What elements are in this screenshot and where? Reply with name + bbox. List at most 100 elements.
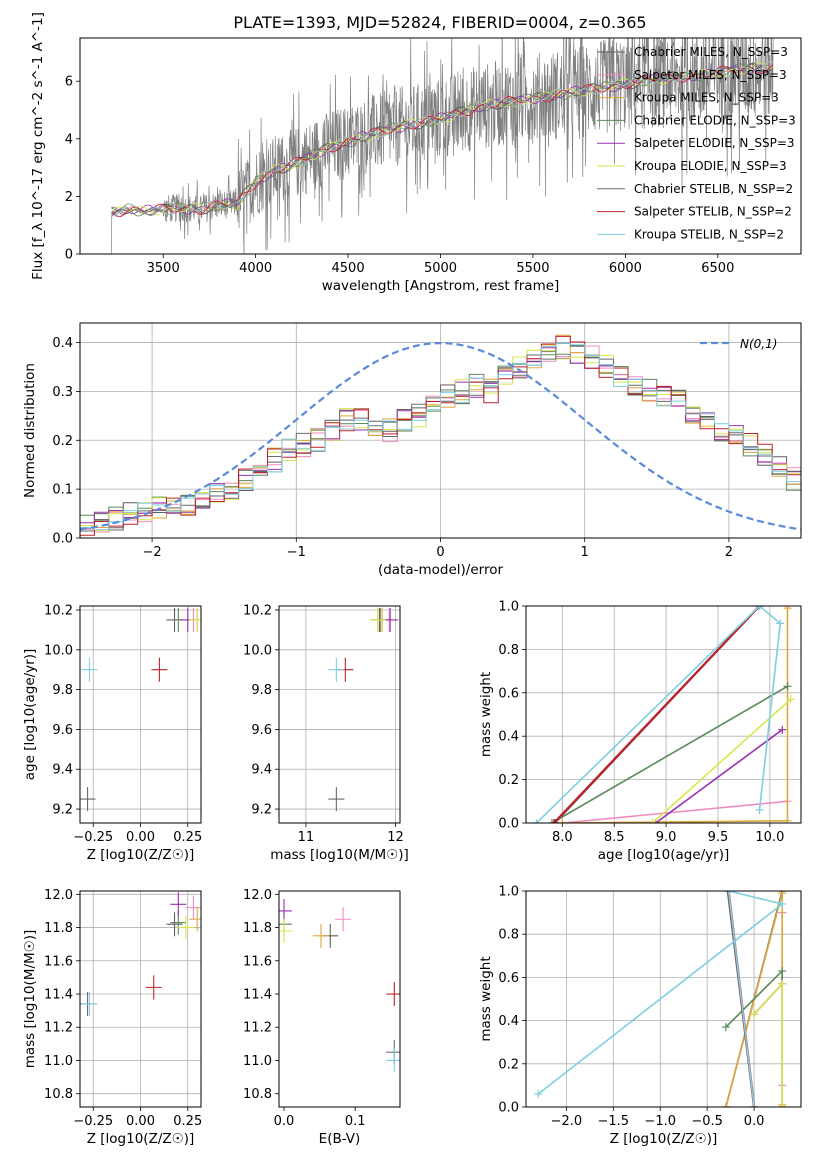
x-tick-label: −0.25 (73, 1114, 113, 1129)
panel-age_vs_mass: 11 12 9.2 9.4 9.6 9.8 10.0 10.2 mass [log10(M/M☉… (243, 603, 409, 863)
y-tick-label: 4 (65, 132, 73, 147)
legend-entry: Chabrier MILES, N_SSP=3 (634, 45, 788, 59)
histogram-series (80, 334, 801, 532)
legend-entry: Salpeter ELODIE, N_SSP=3 (634, 136, 795, 150)
y-axis-label: Flux [f_λ 10^-17 erg cm^-2 s^-1 A^-1] (30, 12, 46, 280)
y-axis-label: mass [log10(M/M☉)] (22, 930, 38, 1069)
x-tick-label: −1 (287, 545, 306, 560)
y-tick-label: 0.2 (52, 434, 73, 449)
legend-entry: Salpeter STELIB, N_SSP=2 (634, 205, 792, 219)
x-tick-label: −1.5 (597, 1114, 629, 1129)
y-tick-label: 10.8 (44, 1087, 73, 1102)
weight-marker (783, 606, 792, 613)
x-tick-label: 3500 (147, 261, 180, 276)
panel-weight_vs_Z: −2.0 −1.5 −1.0 −0.5 0.0 0.0 0.2 0.4 0.6 0.8 1.0 Z [… (478, 885, 802, 1147)
x-tick-label: 4500 (332, 261, 365, 276)
weight-series-line (655, 729, 783, 823)
weight-marker (778, 1103, 787, 1107)
y-tick-label: 10.0 (44, 643, 73, 658)
y-tick-label: 11.8 (243, 921, 272, 936)
y-tick-label: 12.0 (44, 888, 73, 903)
panel-residuals: −2 −1 0 1 2 0.0 0.1 0.2 0.3 0.4 (data-model)/error… (22, 322, 802, 578)
weight-marker (778, 891, 787, 898)
weight-marker (778, 725, 787, 734)
weight-marker (783, 816, 792, 823)
plot-area (328, 607, 399, 812)
weight-series-line (535, 606, 782, 823)
weight-marker (724, 891, 733, 895)
plot-area (534, 891, 787, 1107)
y-tick-label: 0.2 (498, 773, 519, 788)
y-axis-label: mass weight (478, 672, 494, 757)
weight-marker (532, 819, 541, 823)
y-tick-label: 0.0 (52, 532, 73, 547)
x-tick-label: 8.0 (552, 830, 573, 845)
axes-frame (278, 890, 401, 1108)
weight-marker (750, 1010, 759, 1019)
axes-frame (79, 890, 202, 1108)
histogram-series (80, 335, 801, 536)
y-tick-label: 11.6 (243, 954, 272, 969)
weight-marker (558, 819, 567, 823)
y-tick-label: 10.0 (243, 643, 272, 658)
y-tick-label: 11.2 (243, 1021, 272, 1036)
x-axis-label: Z [log10(Z/Z☉)] (87, 847, 195, 863)
panel-spectrum: 3500 4000 4500 5000 5500 6000 6500 0 2 4 6 waveleng… (30, 12, 802, 294)
y-tick-label: 0.4 (498, 1014, 519, 1029)
y-tick-label: 0.2 (498, 1057, 519, 1072)
x-tick-label: 2 (725, 545, 733, 560)
axes-frame (278, 605, 401, 824)
axes-frame (79, 605, 202, 824)
weight-marker (648, 819, 657, 823)
axes-frame (525, 890, 802, 1108)
weight-series-line (562, 800, 788, 823)
x-axis-label: E(B-V) (319, 1131, 361, 1147)
weight-series-line (753, 981, 783, 1107)
y-tick-label: 0.8 (498, 643, 519, 658)
y-tick-label: 10.8 (243, 1087, 272, 1102)
x-tick-label: 8.5 (604, 830, 625, 845)
weight-marker (550, 819, 559, 823)
normal-curve (80, 341, 801, 531)
x-tick-label: 0.00 (126, 830, 155, 845)
panel-mass_vs_ebv: 0.0 0.1 10.8 11.0 11.2 11.4 11.6 11.8 12.0 E(B-V) (243, 888, 401, 1147)
y-axis-label: Normed distribution (22, 363, 38, 498)
weight-marker (778, 899, 787, 908)
x-tick-label: 0.0 (744, 1114, 765, 1129)
weight-marker (776, 619, 785, 628)
x-axis-label: Z [log10(Z/Z☉)] (87, 1131, 195, 1147)
weight-series-line (652, 698, 792, 823)
y-tick-label: 0 (65, 248, 73, 263)
plot-area (279, 898, 400, 1073)
x-tick-label: 0.0 (274, 1114, 295, 1129)
y-tick-label: 2 (65, 190, 73, 205)
x-axis-label: mass [log10(M/M☉)] (270, 847, 409, 863)
y-tick-label: 9.4 (251, 763, 272, 778)
panel-weight_vs_age: 8.0 8.5 9.0 9.5 10.0 0.0 0.2 0.4 0.6 0.8 1.0 age [l… (478, 600, 802, 863)
histogram-series (80, 342, 801, 529)
x-tick-label: 5500 (516, 261, 549, 276)
spectrum-model-line (111, 65, 773, 217)
histogram-series (80, 342, 801, 531)
x-tick-label: 0.25 (173, 1114, 202, 1129)
x-tick-label: 0.1 (345, 1114, 366, 1129)
x-tick-label: 0.25 (173, 830, 202, 845)
x-tick-label: 11 (298, 830, 315, 845)
weight-series-line (537, 891, 784, 1107)
panel-age_vs_Z: −0.25 0.00 0.25 9.2 9.4 9.6 9.8 10.0 10.2 Z [log1… (22, 603, 202, 863)
legend-entry: Kroupa MILES, N_SSP=3 (634, 91, 779, 105)
y-tick-label: 0.8 (498, 928, 519, 943)
x-tick-label: −0.5 (691, 1114, 723, 1129)
plot-area (80, 334, 801, 536)
x-tick-label: −0.25 (73, 830, 113, 845)
figure-title: PLATE=1393, MJD=52824, FIBERID=0004, z=0… (233, 13, 646, 32)
y-tick-label: 9.6 (52, 723, 73, 738)
axes-frame (79, 322, 802, 539)
y-tick-label: 6 (65, 75, 73, 90)
plot-area (107, 38, 774, 254)
x-tick-label: 9.5 (708, 830, 729, 845)
weight-marker (721, 1023, 730, 1032)
weight-marker (755, 606, 764, 610)
y-tick-label: 9.8 (251, 683, 272, 698)
